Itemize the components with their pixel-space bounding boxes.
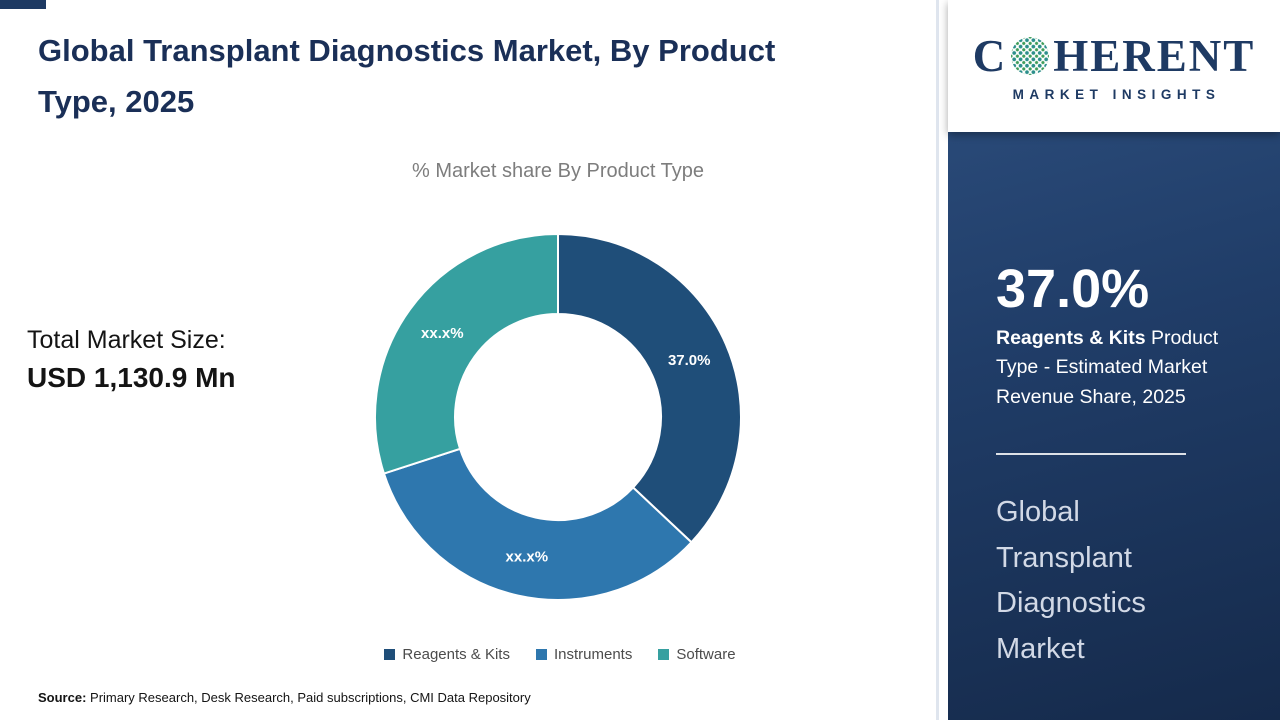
total-market-block: Total Market Size: USD 1,130.9 Mn [27, 326, 236, 394]
chart-subtitle: % Market share By Product Type [412, 160, 704, 182]
legend-item: Software [658, 646, 736, 663]
sidebar-divider [996, 453, 1186, 455]
donut-segment-0 [557, 232, 742, 544]
stat-rest-part: Product Type - Estimated Market Revenue … [996, 327, 1219, 408]
legend-label: Instruments [553, 646, 633, 663]
total-market-label: Total Market Size: [27, 326, 226, 354]
legend-label: Reagents & Kits [402, 646, 510, 663]
panel-divider [936, 0, 939, 720]
page-title: Global Transplant Diagnostics Market, By… [38, 33, 776, 119]
source-text: Primary Research, Desk Research, Paid su… [86, 690, 531, 705]
legend-label: Software [676, 646, 736, 663]
coherent-logo: C HERENT [973, 30, 1256, 82]
total-market-value: USD 1,130.9 Mn [27, 362, 236, 393]
stat-description: Reagents & Kits Product Type - Estimated… [996, 324, 1242, 412]
dotted-globe-icon [1011, 37, 1050, 75]
legend-swatch [384, 649, 396, 660]
corner-accent [0, 0, 46, 9]
donut-segment-1 [382, 447, 693, 601]
legend-swatch [535, 649, 547, 660]
chart-legend: Reagents & Kits Instruments Software [200, 646, 920, 663]
source-note: Source: Primary Research, Desk Research,… [38, 690, 531, 705]
legend-swatch [658, 649, 670, 660]
donut-slice-label: xx.x% [506, 549, 549, 566]
donut-slice-label: xx.x% [421, 325, 464, 342]
logo-text-herent: HERENT [1053, 31, 1256, 81]
legend-item: Reagents & Kits [384, 646, 510, 663]
stat-bold-part: Reagents & Kits [996, 327, 1146, 349]
donut-segment-2 [374, 232, 559, 475]
source-label: Source: [38, 690, 87, 705]
market-name: Global Transplant Diagnostics Market [996, 496, 1146, 665]
logo-text-c: C [972, 31, 1008, 81]
stat-value: 37.0% [996, 259, 1150, 319]
sidebar: C HERENT MARKET INSIGHTS 37.0% Reagents … [948, 0, 1280, 720]
legend-item: Instruments [535, 646, 633, 663]
donut-slice-label: 37.0% [668, 352, 711, 369]
logo-block: C HERENT MARKET INSIGHTS [948, 0, 1280, 132]
logo-subtitle: MARKET INSIGHTS [1012, 87, 1221, 102]
donut-chart: 37.0% xx.x% xx.x% [374, 232, 742, 601]
